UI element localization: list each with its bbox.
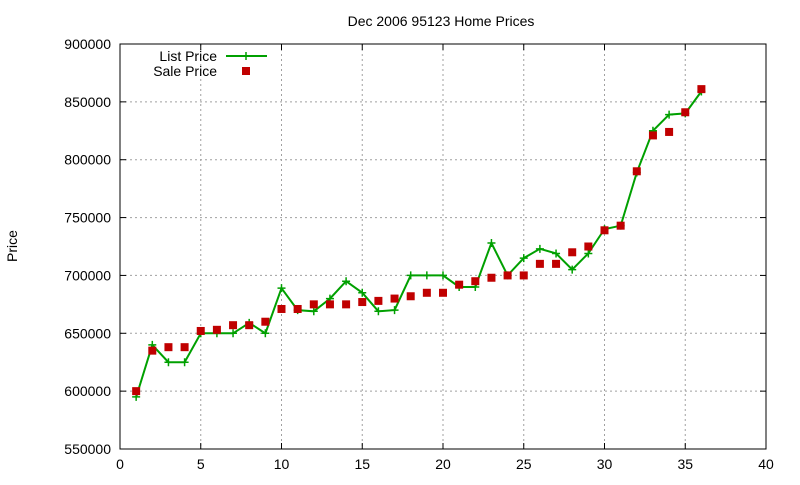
sale-price-point — [196, 326, 205, 335]
sale-price-point — [568, 248, 577, 257]
sale-price-point — [439, 288, 447, 297]
series-sale-price — [132, 85, 706, 396]
sale-price-point — [164, 343, 173, 352]
sale-price-point — [422, 288, 431, 297]
axis-ticks: 550000 600000 650000 700000 750000 800000 8500… — [64, 36, 774, 472]
list-price-line — [135, 90, 703, 398]
legend-square-swatch — [242, 67, 250, 75]
y-tick-label: 700000 — [64, 267, 111, 283]
grid — [120, 44, 766, 449]
y-tick-label: 850000 — [64, 94, 111, 110]
series-layer — [132, 85, 706, 401]
sale-price-point — [148, 346, 157, 355]
x-tick-label: 40 — [758, 456, 774, 472]
list-price-point — [584, 249, 593, 258]
sale-price-point — [455, 280, 464, 289]
x-tick-label: 30 — [597, 456, 613, 472]
legend-label: Sale Price — [153, 63, 217, 79]
sale-price-point — [261, 317, 270, 326]
sale-price-point — [132, 387, 141, 396]
list-price-point — [665, 110, 674, 119]
sale-price-point — [325, 300, 334, 309]
sale-price-point — [584, 242, 593, 251]
sale-price-point — [277, 304, 286, 313]
sale-price-point — [535, 259, 544, 268]
sale-price-point — [212, 325, 221, 334]
x-tick-label: 35 — [677, 456, 693, 472]
sale-price-point — [293, 304, 302, 313]
x-tick-label: 20 — [435, 456, 451, 472]
sale-price-point — [503, 271, 512, 280]
list-price-point — [568, 265, 577, 274]
list-price-point — [390, 306, 399, 315]
list-price-point — [552, 249, 561, 258]
list-price-point — [277, 284, 286, 293]
y-tick-label: 650000 — [64, 325, 111, 341]
y-axis-label: Price — [4, 230, 20, 262]
series-list-price — [132, 87, 706, 401]
y-tick-label: 550000 — [64, 441, 111, 457]
sale-price-point — [616, 221, 625, 230]
sale-price-point — [552, 259, 561, 268]
sale-price-point — [390, 294, 399, 303]
y-tick-label: 800000 — [64, 152, 111, 168]
list-price-point — [261, 329, 270, 338]
legend-label: List Price — [159, 48, 217, 64]
sale-price-point — [487, 273, 496, 282]
sale-price-point — [180, 343, 189, 352]
sale-price-point — [245, 321, 254, 330]
sale-price-point — [229, 321, 238, 330]
sale-price-point — [471, 277, 480, 286]
list-price-point — [487, 239, 496, 248]
sale-price-point — [665, 127, 674, 136]
x-tick-label: 10 — [274, 456, 290, 472]
list-price-point — [229, 329, 238, 338]
sale-price-point — [358, 298, 367, 307]
y-tick-label: 900000 — [64, 36, 111, 52]
list-price-point — [164, 358, 173, 367]
y-tick-label: 750000 — [64, 210, 111, 226]
list-price-point — [406, 271, 415, 280]
sale-price-point — [309, 300, 318, 309]
list-price-point — [439, 271, 447, 280]
x-tick-label: 0 — [116, 456, 124, 472]
list-price-point — [180, 358, 189, 367]
chart-title: Dec 2006 95123 Home Prices — [348, 13, 535, 29]
sale-price-point — [600, 226, 609, 235]
x-tick-label: 15 — [354, 456, 370, 472]
sale-price-point — [681, 108, 690, 117]
sale-price-point — [374, 296, 383, 305]
x-tick-label: 25 — [516, 456, 532, 472]
sale-price-point — [632, 167, 641, 176]
sale-price-point — [648, 131, 657, 140]
x-tick-label: 5 — [197, 456, 205, 472]
list-price-point — [519, 254, 528, 263]
list-price-point — [535, 244, 544, 253]
legend-plus-swatch — [242, 52, 250, 60]
sale-price-point — [342, 300, 351, 309]
y-tick-label: 600000 — [64, 383, 111, 399]
list-price-point — [358, 288, 367, 297]
list-price-point — [422, 271, 431, 280]
sale-price-point — [519, 271, 528, 280]
list-price-point — [374, 307, 383, 316]
sale-price-point — [406, 292, 415, 301]
list-price-point — [342, 277, 351, 286]
list-price-point — [309, 307, 318, 316]
sale-price-point — [697, 85, 706, 94]
